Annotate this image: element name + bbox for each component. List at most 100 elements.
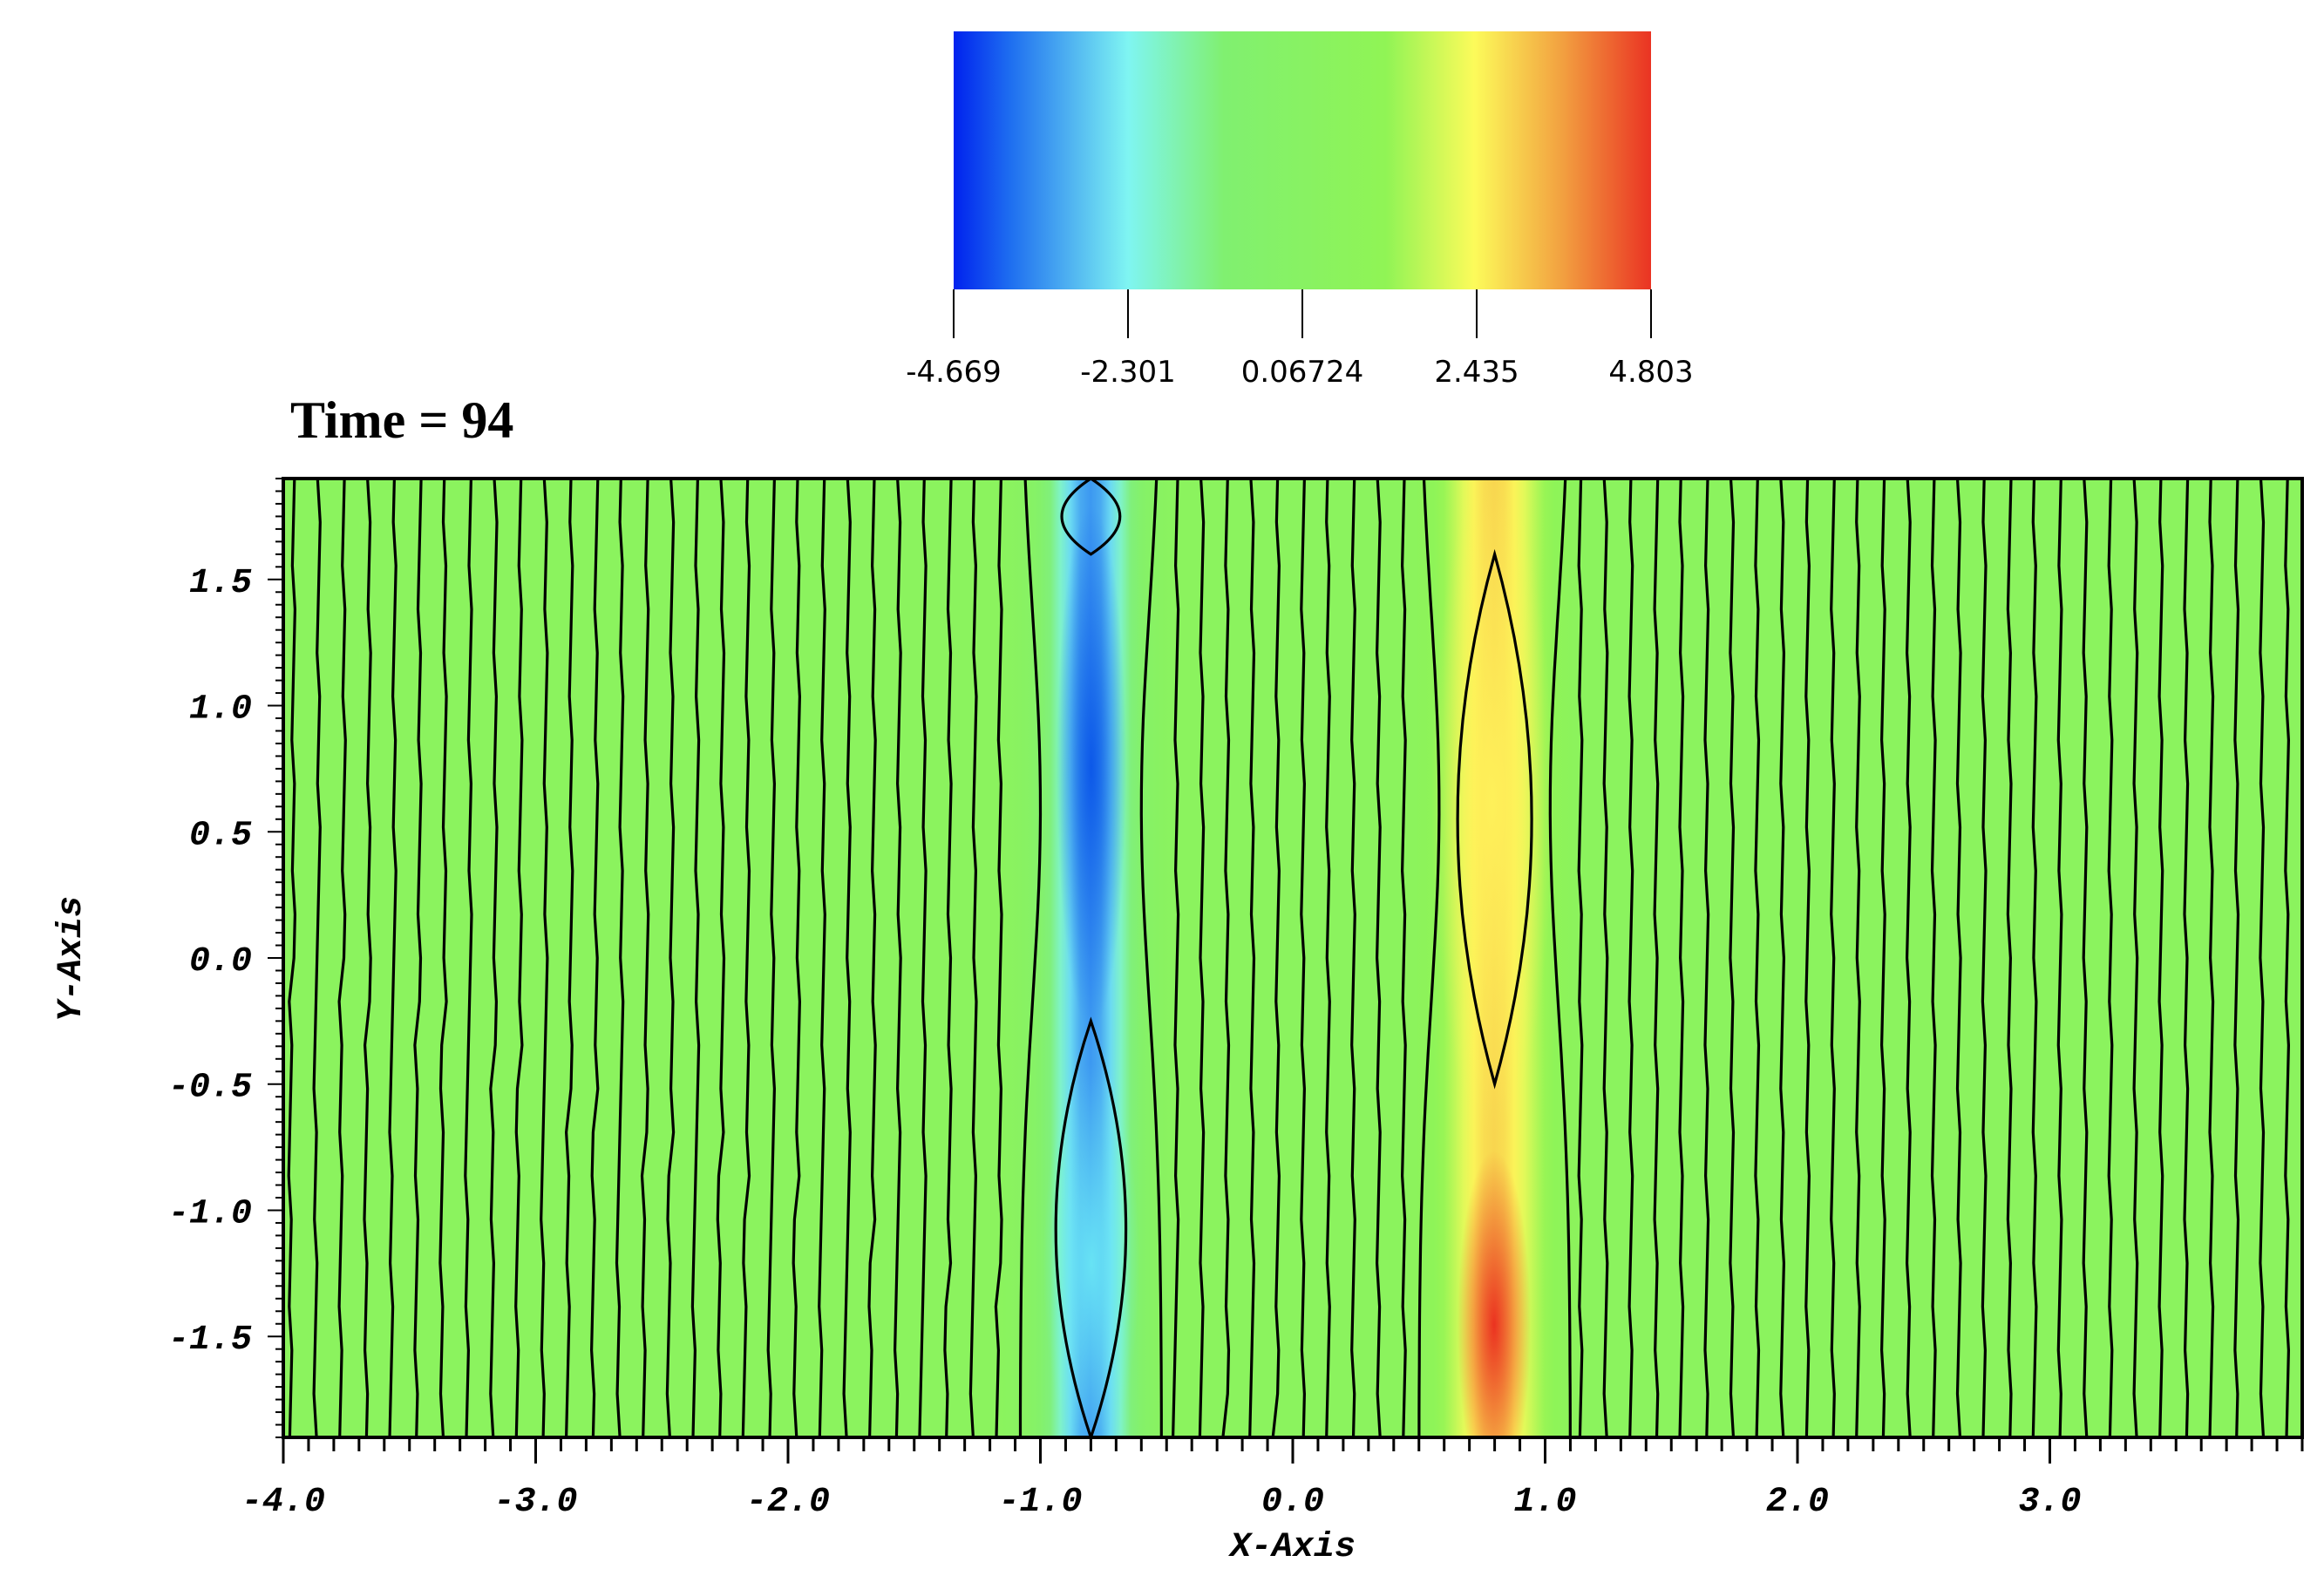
x-tick-label: -2.0 bbox=[746, 1483, 830, 1522]
contour-line bbox=[943, 479, 953, 1437]
contour-line bbox=[287, 479, 297, 1437]
x-tick-label: -1.0 bbox=[998, 1483, 1082, 1522]
contour-line bbox=[2183, 479, 2190, 1437]
contour-line bbox=[2006, 479, 2013, 1437]
contour-line bbox=[994, 479, 1003, 1437]
x-tick-label: 0.0 bbox=[1261, 1483, 1324, 1522]
contour-line bbox=[665, 479, 676, 1437]
contour-line bbox=[2158, 479, 2164, 1437]
contour-line bbox=[2132, 479, 2139, 1437]
contour-line bbox=[640, 479, 650, 1437]
contour-line bbox=[2259, 479, 2266, 1437]
contour-line bbox=[918, 479, 928, 1437]
contour-line bbox=[716, 479, 726, 1437]
contour-line bbox=[1678, 479, 1685, 1437]
contour-line bbox=[1221, 479, 1231, 1437]
closed-contour bbox=[1054, 1016, 1128, 1437]
contour-line bbox=[741, 479, 751, 1437]
contour-line bbox=[413, 479, 423, 1437]
y-tick-label: 0.0 bbox=[189, 942, 252, 981]
axis-ticks: -4.0 -3.0 -2.0 -1.0 0.0 1.0 2.0 3.0 1.5 1.0 0.5 0.0… bbox=[168, 478, 2304, 1522]
contour-line bbox=[1350, 479, 1356, 1437]
colorbar-tick-label: -4.669 bbox=[906, 355, 1002, 390]
contour-line bbox=[1879, 479, 1886, 1437]
contour-line bbox=[1627, 479, 1634, 1437]
contour-line bbox=[388, 479, 398, 1437]
contour-line bbox=[1830, 479, 1836, 1437]
contour-lines bbox=[287, 479, 2291, 1437]
colorbar-tick-label: 4.803 bbox=[1608, 355, 1693, 390]
contour-line bbox=[818, 479, 826, 1437]
colorbar-tick-label: -2.301 bbox=[1080, 355, 1176, 390]
contour-line bbox=[1577, 479, 1584, 1437]
contour-line bbox=[1703, 479, 1710, 1437]
contour-line bbox=[1018, 479, 1043, 1437]
red-core bbox=[1458, 1151, 1531, 1437]
contour-line bbox=[464, 479, 473, 1437]
contour-line bbox=[842, 479, 852, 1437]
x-tick-label: 3.0 bbox=[2018, 1483, 2081, 1522]
contour-line bbox=[1653, 479, 1660, 1437]
time-label: Time = 94 bbox=[290, 391, 514, 449]
y-tick-label: -1.5 bbox=[168, 1321, 252, 1360]
contour-line bbox=[792, 479, 802, 1437]
contour-line bbox=[1139, 479, 1163, 1437]
contour-line bbox=[363, 479, 372, 1437]
y-tick-label: 1.5 bbox=[189, 564, 252, 603]
contour-line bbox=[1955, 479, 1962, 1437]
blue-core bbox=[1057, 506, 1126, 1029]
y-tick-label: -1.0 bbox=[168, 1194, 252, 1233]
contour-line bbox=[2056, 479, 2063, 1437]
y-tick-label: -0.5 bbox=[168, 1069, 252, 1108]
contour-line bbox=[867, 479, 877, 1437]
contour-line bbox=[1905, 479, 1912, 1437]
contour-line bbox=[1855, 479, 1861, 1437]
x-axis-label: X-Axis bbox=[1227, 1528, 1356, 1567]
contour-line bbox=[312, 479, 322, 1437]
contour-line bbox=[2031, 479, 2038, 1437]
contour-line bbox=[2082, 479, 2089, 1437]
contour-line bbox=[540, 479, 549, 1437]
yellow-core bbox=[1431, 479, 1553, 1133]
contour-line bbox=[968, 479, 978, 1437]
plot-area: -4.0 -3.0 -2.0 -1.0 0.0 1.0 2.0 3.0 1.5 1.0 0.5 0.0… bbox=[168, 477, 2304, 1522]
x-tick-label: -4.0 bbox=[241, 1483, 325, 1522]
contour-line bbox=[1172, 479, 1180, 1437]
contour-line bbox=[1375, 479, 1382, 1437]
contour-line bbox=[514, 479, 524, 1437]
colorbar-tick-label: 2.435 bbox=[1434, 355, 1519, 390]
contour-line bbox=[2284, 479, 2291, 1437]
contour-line bbox=[1804, 479, 1811, 1437]
x-tick-label: 2.0 bbox=[1766, 1483, 1829, 1522]
contour-line bbox=[589, 479, 600, 1437]
contour-line bbox=[2208, 479, 2215, 1437]
contour-line bbox=[1325, 479, 1331, 1437]
field-background bbox=[283, 479, 2302, 1437]
contour-line bbox=[1271, 479, 1281, 1437]
contour-line bbox=[766, 479, 777, 1437]
contour-line bbox=[1548, 479, 1572, 1437]
contour-line bbox=[1981, 479, 1988, 1437]
contour-line bbox=[615, 479, 625, 1437]
contour-line bbox=[690, 479, 701, 1437]
contour-line bbox=[2233, 479, 2240, 1437]
y-tick-label: 1.0 bbox=[189, 690, 252, 730]
colorbar: -4.669 -2.301 0.06724 2.435 4.803 bbox=[906, 31, 1694, 390]
contour-line bbox=[438, 479, 448, 1437]
contour-line bbox=[1754, 479, 1761, 1437]
y-tick-label: 0.5 bbox=[189, 816, 252, 855]
contour-line bbox=[1417, 479, 1441, 1437]
contour-line bbox=[1248, 479, 1256, 1437]
colorbar-tick-label: 0.06724 bbox=[1241, 355, 1364, 390]
contour-line bbox=[1400, 479, 1407, 1437]
contour-line bbox=[1779, 479, 1786, 1437]
contour-line bbox=[893, 479, 902, 1437]
contour-line bbox=[2107, 479, 2114, 1437]
closed-contour bbox=[1060, 479, 1122, 556]
colorbar-ticks: -4.669 -2.301 0.06724 2.435 4.803 bbox=[906, 289, 1694, 390]
contour-line bbox=[337, 479, 347, 1437]
contour-line bbox=[1729, 479, 1736, 1437]
y-axis-label: Y-Axis bbox=[52, 896, 92, 1022]
x-tick-label: 1.0 bbox=[1513, 1483, 1576, 1522]
